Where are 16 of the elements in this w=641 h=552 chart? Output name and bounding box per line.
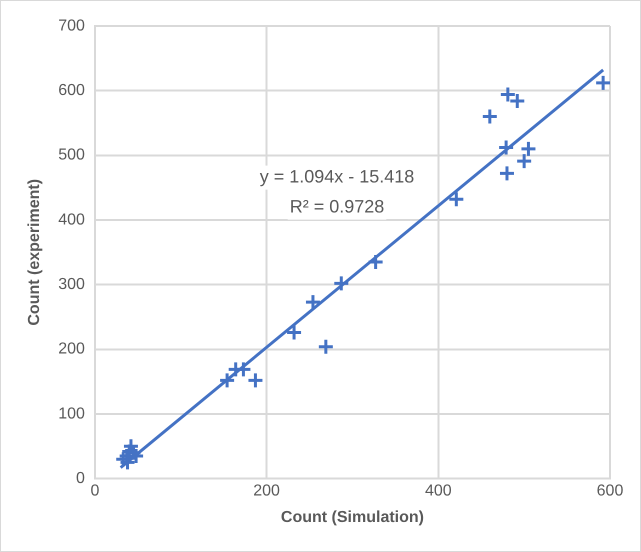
y-tick-label: 0 — [76, 470, 85, 488]
x-tick-label: 200 — [253, 482, 280, 500]
y-tick-label: 700 — [58, 17, 85, 34]
x-tick-label: 600 — [596, 482, 624, 500]
y-axis-title: Count (experiment) — [26, 178, 44, 326]
annotation: R² = 0.9728 — [290, 196, 384, 217]
y-tick-label: 200 — [58, 340, 85, 358]
x-tick-label: 400 — [424, 482, 452, 500]
x-tick-label: 0 — [90, 482, 100, 500]
y-tick-label: 100 — [58, 405, 85, 422]
y-tick-label: 500 — [58, 146, 85, 164]
x-axis-title: Count (Simulation) — [280, 508, 424, 526]
y-tick-label: 600 — [58, 82, 85, 100]
y-tick-label: 400 — [58, 211, 85, 228]
annotation: y = 1.094x - 15.418 — [260, 166, 414, 187]
y-tick-label: 300 — [58, 276, 85, 294]
